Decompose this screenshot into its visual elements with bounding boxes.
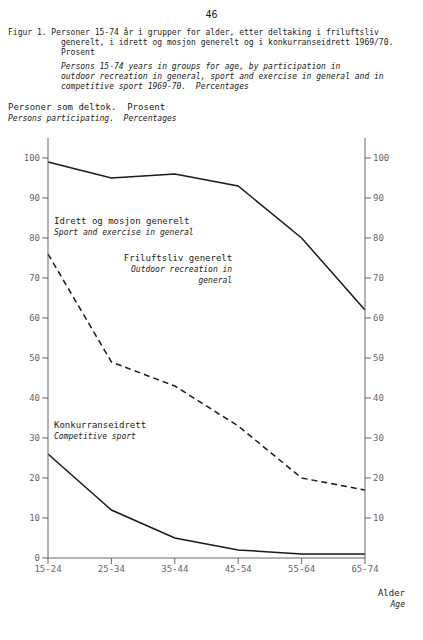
html-text:Prosent: Prosent xyxy=(8,48,95,57)
html-text:Figur 1. Personer 15-74 år i g: Figur 1. Personer 15-74 år i grupper for… xyxy=(8,28,379,37)
svg-text:10: 10 xyxy=(373,513,384,523)
svg-text:35-44: 35-44 xyxy=(161,564,188,574)
svg-text:general: general xyxy=(189,276,232,285)
svg-text:0: 0 xyxy=(35,553,40,563)
svg-text:Friluftsliv generelt: Friluftsliv generelt xyxy=(124,253,232,263)
html-text:Alder: Alder xyxy=(377,588,405,598)
svg-text:Competitive sport: Competitive sport xyxy=(54,432,136,441)
svg-text:65-74: 65-74 xyxy=(351,564,378,574)
html-text:Persons participating. Percent: Persons participating. Percentages xyxy=(8,114,177,123)
svg-text:70: 70 xyxy=(29,273,40,283)
svg-text:20: 20 xyxy=(29,473,40,483)
svg-text:60: 60 xyxy=(29,313,40,323)
html-text:46: 46 xyxy=(205,9,218,20)
svg-text:100: 100 xyxy=(24,153,40,163)
svg-text:30: 30 xyxy=(29,433,40,443)
svg-text:55-64: 55-64 xyxy=(288,564,315,574)
svg-text:45-54: 45-54 xyxy=(225,564,252,574)
html-text:Age: Age xyxy=(390,600,405,609)
svg-text:25-34: 25-34 xyxy=(98,564,125,574)
html-text:generelt, i idrett og mosjon g: generelt, i idrett og mosjon generelt og… xyxy=(8,38,394,47)
svg-text:40: 40 xyxy=(29,393,40,403)
svg-text:90: 90 xyxy=(373,193,384,203)
svg-text:50: 50 xyxy=(373,353,384,363)
svg-text:20: 20 xyxy=(373,473,384,483)
svg-text:60: 60 xyxy=(373,313,384,323)
svg-text:Idrett og mosjon generelt: Idrett og mosjon generelt xyxy=(54,216,189,226)
svg-text:70: 70 xyxy=(373,273,384,283)
svg-text:30: 30 xyxy=(373,433,384,443)
svg-text:10: 10 xyxy=(29,513,40,523)
svg-text:100: 100 xyxy=(373,153,389,163)
svg-text:50: 50 xyxy=(29,353,40,363)
svg-text:90: 90 xyxy=(29,193,40,203)
svg-text:Outdoor recreation in: Outdoor recreation in xyxy=(131,265,232,274)
html-text:Personer som deltok. Prosent: Personer som deltok. Prosent xyxy=(8,102,166,112)
svg-text:Sport and exercise in general: Sport and exercise in general xyxy=(54,228,194,237)
html-text:Persons 15-74 years in groups: Persons 15-74 years in groups for age, b… xyxy=(8,62,341,71)
svg-text:40: 40 xyxy=(373,393,384,403)
svg-text:Konkurranseidrett: Konkurranseidrett xyxy=(54,420,146,430)
html-text:competitive sport 1969-70. Per: competitive sport 1969-70. Percentages xyxy=(8,82,249,91)
svg-text:80: 80 xyxy=(373,233,384,243)
html-text:outdoor recreation in general,: outdoor recreation in general, sport and… xyxy=(8,72,384,81)
svg-text:80: 80 xyxy=(29,233,40,243)
svg-text:15-24: 15-24 xyxy=(34,564,61,574)
